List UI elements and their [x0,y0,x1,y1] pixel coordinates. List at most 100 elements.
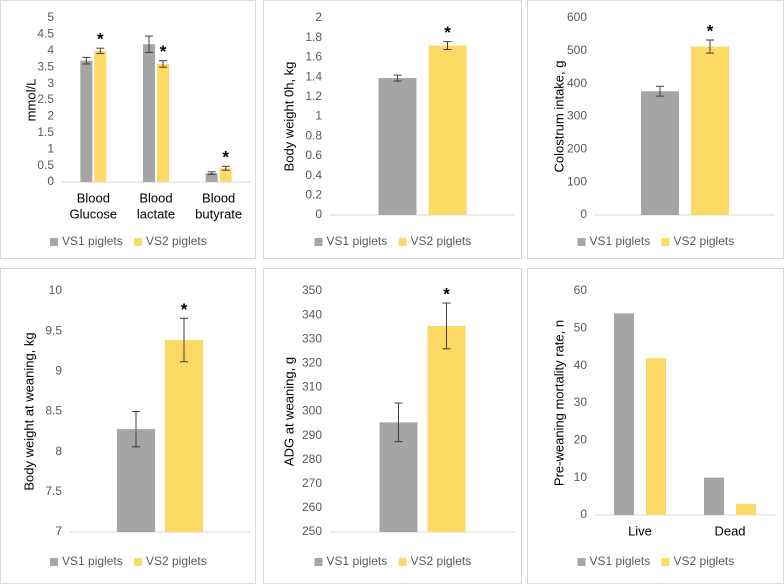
y-tick-label: 7.5 [45,484,62,498]
bar [157,63,169,182]
y-tick-label: 100 [567,174,587,188]
legend-label: VS2 piglets [411,554,472,568]
chart-panel: Body weight 0h, kg 0 0.2 0.4 0.6 0.8 1 1.2 1.4 1.… [263,0,522,259]
bar [205,173,218,182]
y-tick-label: 300 [302,404,322,418]
legend-label: VS1 piglets [62,554,123,568]
significance-marker: * [222,148,229,167]
y-tick-label: 1.4 [305,69,322,83]
legend-swatch [50,558,58,566]
legend-swatch [314,558,323,566]
legend-label: VS2 piglets [411,234,472,248]
y-tick-label: 330 [302,331,322,345]
bar [614,313,634,515]
bar [80,60,93,182]
y-tick-label: 310 [302,380,322,394]
x-tick-label: Glucose [69,206,117,221]
bar [704,477,724,515]
legend-swatch [661,238,670,246]
y-axis-label: Body weight at weaning, kg [21,332,36,490]
y-tick-label: 1.5 [37,125,54,139]
x-tick-label: Blood [77,190,110,205]
y-tick-label: 2 [315,10,322,24]
x-tick-label: Dead [714,523,745,538]
y-tick-label: 4 [47,43,54,57]
panel-border [0,0,256,259]
significance-marker: * [707,21,714,40]
y-tick-label: 8.5 [45,404,62,418]
legend-label: VS2 piglets [674,234,735,248]
y-tick-label: 320 [302,355,322,369]
y-tick-label: 5 [47,10,54,24]
legend-label: VS2 piglets [146,554,207,568]
y-tick-label: 2 [47,109,54,123]
chart-panel: Body weight at weaning, kg 7 7.5 8 8.5 9 9.5 10… [0,268,256,584]
y-tick-label: 3 [47,76,54,90]
y-tick-label: 0.5 [37,158,54,172]
y-tick-label: 7 [55,524,62,538]
y-tick-label: 0 [580,507,587,521]
y-tick-label: 20 [574,433,588,447]
y-tick-label: 350 [302,283,322,297]
chart-panel: ADG at weaning, g 250 260 270 280 290 300 310 32… [263,268,522,584]
y-tick-label: 10 [574,470,588,484]
legend-swatch [314,238,323,246]
bar [641,91,679,215]
legend-swatch [577,238,586,246]
y-tick-label: 1 [315,109,322,123]
y-tick-label: 300 [567,109,587,123]
legend-swatch [134,558,142,566]
y-tick-label: 3.5 [37,59,54,73]
legend-label: VS1 piglets [327,554,388,568]
y-tick-label: 600 [567,10,587,24]
x-tick-label: Blood [139,190,172,205]
y-tick-label: 50 [574,321,588,335]
bar [646,358,666,515]
y-axis-label: Colostrum intake, g [551,61,566,173]
bar [427,325,466,532]
panel-border [263,0,522,259]
y-tick-label: 0 [580,207,587,221]
bar [94,50,107,182]
bar [143,44,155,182]
bar [736,503,756,515]
x-tick-label: lactate [137,206,175,221]
bar [219,168,232,182]
y-tick-label: 260 [302,500,322,514]
y-tick-label: 30 [574,395,588,409]
significance-marker: * [444,23,451,42]
y-tick-label: 0.6 [305,148,322,162]
y-tick-label: 200 [567,142,587,156]
y-tick-label: 10 [49,283,63,297]
legend-swatch [398,558,407,566]
legend-swatch [398,238,407,246]
y-axis-label: ADG at weaning, g [281,357,296,466]
legend-swatch [577,558,586,566]
y-tick-label: 0.2 [305,187,322,201]
y-tick-label: 280 [302,452,322,466]
y-tick-label: 1 [47,141,54,155]
x-tick-label: Live [628,523,652,538]
significance-marker: * [181,300,188,319]
y-tick-label: 60 [574,283,588,297]
y-axis-label: Body weight 0h, kg [281,62,296,172]
y-tick-label: 2.5 [37,92,54,106]
panel-border [0,268,256,584]
significance-marker: * [97,30,104,49]
legend-label: VS1 piglets [590,554,651,568]
y-tick-label: 9 [55,364,62,378]
y-tick-label: 40 [574,358,588,372]
bar [428,45,467,215]
y-tick-label: 290 [302,428,322,442]
y-tick-label: 1.2 [305,89,322,103]
x-tick-label: Blood [202,190,235,205]
significance-marker: * [443,285,450,304]
y-tick-label: 1.8 [305,30,322,44]
bar [378,78,417,216]
bar [165,340,203,532]
y-tick-label: 1.6 [305,50,322,64]
y-tick-label: 8 [55,444,62,458]
legend-swatch [50,238,58,246]
legend-label: VS1 piglets [327,234,388,248]
